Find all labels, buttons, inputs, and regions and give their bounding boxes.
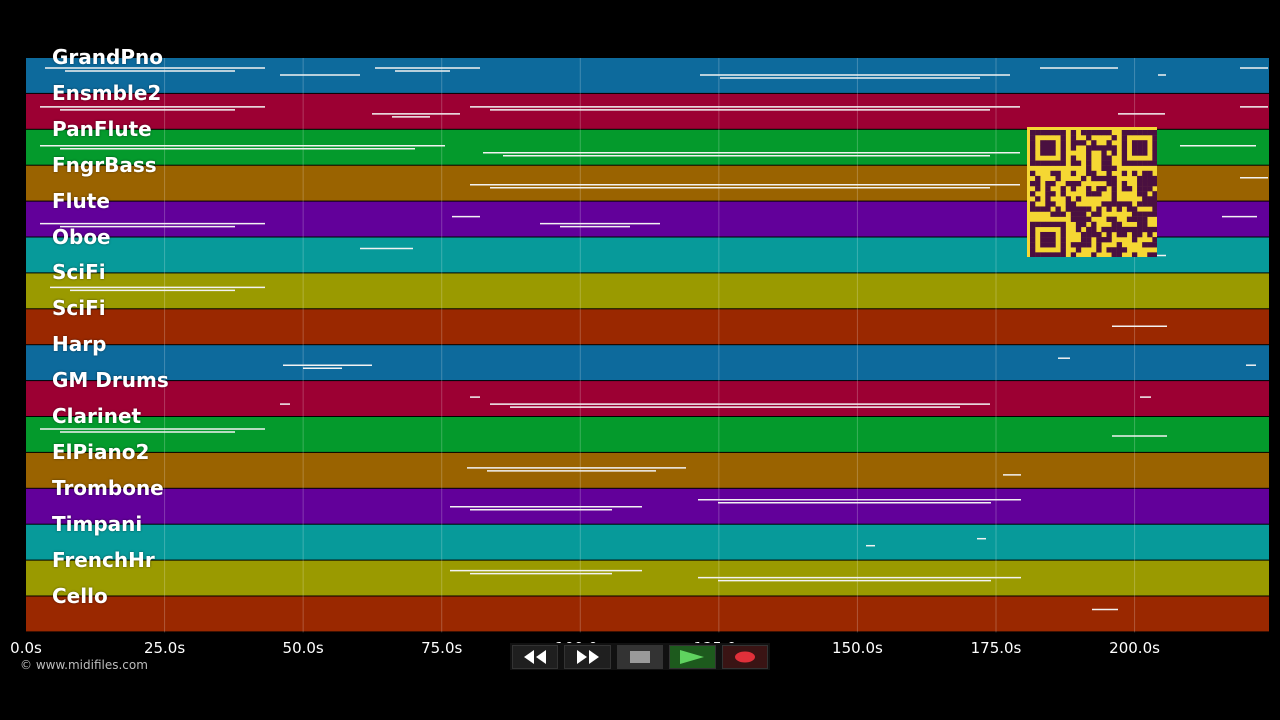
time-tick-label: 150.0s — [832, 639, 883, 657]
stop-icon — [630, 650, 651, 663]
track-lane[interactable] — [26, 417, 1269, 452]
track-label: Cello — [52, 583, 108, 608]
track-label: Flute — [52, 188, 110, 213]
track-label: Clarinet — [52, 404, 142, 428]
track-label: FrenchHr — [52, 547, 155, 572]
track-label: Harp — [52, 332, 107, 357]
copyright-credit: © www.midifiles.com — [20, 658, 148, 672]
track-label: PanFlute — [52, 116, 152, 141]
track-label: Ensmble2 — [52, 80, 162, 105]
track-lane[interactable] — [26, 488, 1269, 524]
track-lane[interactable] — [26, 93, 1269, 129]
time-tick-label: 25.0s — [143, 639, 186, 657]
transport-controls — [510, 643, 770, 670]
track-label: FngrBass — [52, 152, 157, 177]
rewind-icon — [524, 649, 547, 664]
track-label: Timpani — [52, 511, 143, 536]
track-lane[interactable] — [26, 596, 1269, 632]
stop-button[interactable] — [616, 644, 664, 669]
track-lane[interactable] — [26, 58, 1269, 93]
track-lane[interactable] — [26, 524, 1269, 560]
track-label: ElPiano2 — [52, 439, 150, 464]
track-lane[interactable] — [26, 309, 1269, 345]
time-tick-label: 75.0s — [421, 639, 463, 657]
track-label: SciFi — [52, 296, 106, 321]
time-tick-label: 175.0s — [970, 639, 1022, 657]
record-icon — [734, 651, 755, 662]
rewind-button[interactable] — [512, 644, 559, 669]
time-tick-label: 50.0s — [282, 639, 324, 657]
time-tick-label: 0.0s — [10, 639, 42, 657]
time-tick-label: 200.0s — [1109, 639, 1160, 657]
track-lane[interactable] — [26, 560, 1269, 596]
track-lane[interactable] — [26, 381, 1269, 416]
play-icon — [680, 649, 705, 664]
fast-forward-button[interactable] — [564, 644, 611, 669]
track-label: Trombone — [52, 475, 164, 500]
track-label: SciFi — [52, 260, 106, 285]
fast-forward-icon — [576, 649, 599, 664]
play-button[interactable] — [669, 644, 716, 669]
track-label: Oboe — [52, 224, 111, 249]
track-label: GM Drums — [52, 368, 169, 393]
record-button[interactable] — [721, 644, 769, 669]
track-label: GrandPno — [52, 45, 163, 69]
qr-code-icon — [1027, 127, 1158, 258]
track-lane[interactable] — [26, 345, 1269, 381]
